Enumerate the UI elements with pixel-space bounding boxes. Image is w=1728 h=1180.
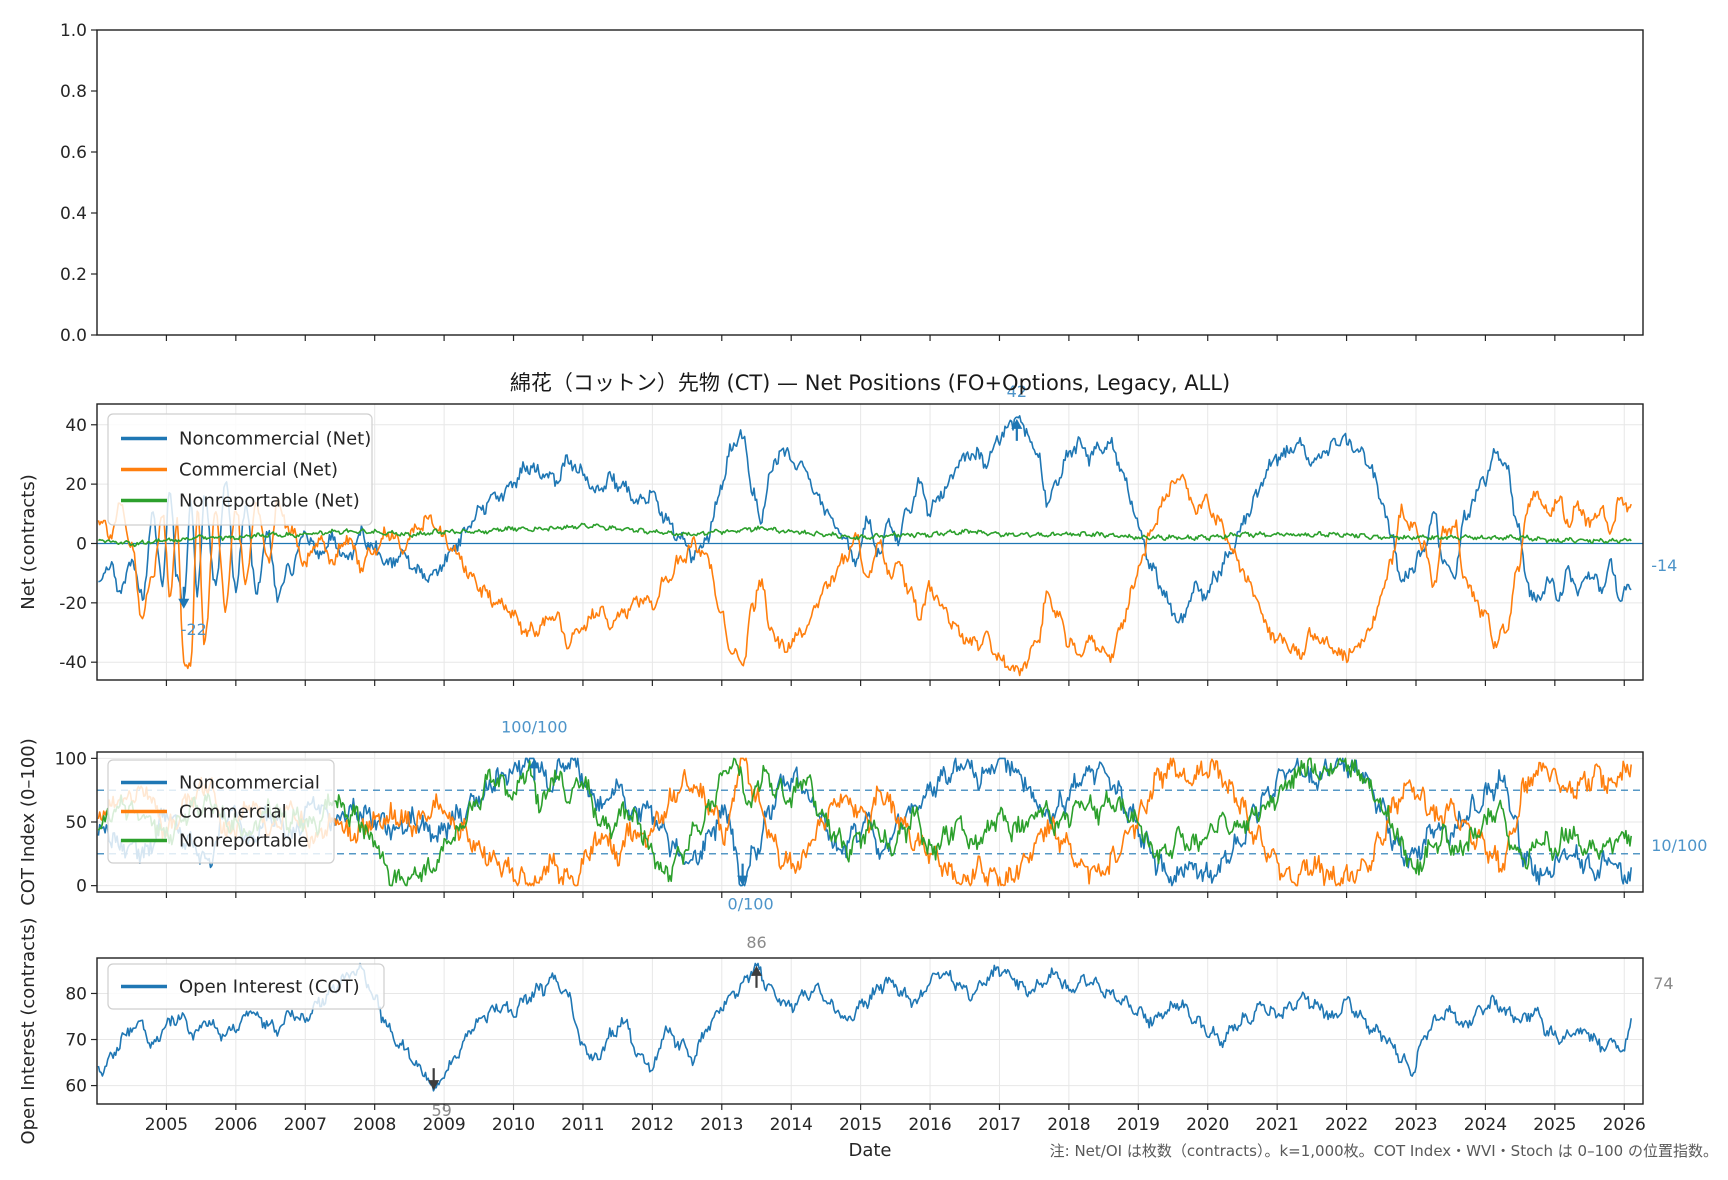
y-axis-title-net: Net (contracts): [18, 474, 39, 610]
legend-label-noncommercial-net: Noncommercial (Net): [179, 429, 371, 450]
series-line-nonreportable-net: [97, 522, 1632, 548]
x-tick-label: 2006: [214, 1115, 257, 1135]
x-tick-label: 2021: [1256, 1115, 1299, 1135]
x-tick-label: 2010: [492, 1115, 535, 1135]
annotation-label: 86: [746, 933, 766, 952]
annotation-86: 86: [746, 933, 767, 988]
panel-border: [96, 751, 1644, 893]
y-tick-label: 40: [65, 416, 87, 436]
legend-box: [107, 963, 385, 1010]
legend: Open Interest (COT): [107, 963, 385, 1010]
annotation-74: 74: [1653, 974, 1673, 993]
y-tick-label: 100: [55, 749, 87, 769]
chart-title: 綿花（コットン）先物 (CT) — Net Positions (FO+Opti…: [510, 371, 1230, 395]
legend-label-commercial-net: Commercial (Net): [179, 460, 338, 481]
annotation-42: 42: [1007, 382, 1027, 441]
arrow-up-icon: [528, 758, 540, 769]
annotation-59: 59: [428, 1068, 452, 1120]
legend: Noncommercial (Net) Commercial (Net) Nonre…: [107, 413, 373, 526]
annotation-label: 59: [432, 1101, 452, 1120]
y-tick-label: 60: [65, 1077, 87, 1097]
annotation-label: 100/100: [501, 717, 567, 736]
x-tick-label: 2012: [631, 1115, 674, 1135]
y-tick-label: 0.6: [60, 143, 87, 163]
legend-label-noncommercial: Noncommercial: [179, 773, 320, 794]
x-tick-label: 2013: [700, 1115, 743, 1135]
x-tick-label: 2005: [145, 1115, 188, 1135]
arrow-down-icon: [178, 598, 190, 609]
panel-cot-index: 100 50 0 Noncommercial Commercial Nonreportab…: [55, 717, 1708, 913]
annotation-10-100: 10/100: [1651, 836, 1707, 855]
x-tick-label: 2016: [908, 1115, 951, 1135]
series-line-commercial: [97, 757, 1632, 887]
x-tick-label: 2009: [422, 1115, 465, 1135]
x-tick-label: 2019: [1117, 1115, 1160, 1135]
legend-label-commercial: Commercial: [179, 802, 287, 823]
y-tick-label: 0.2: [60, 265, 87, 285]
annotation-label: -14: [1651, 556, 1677, 575]
x-tick-label: 2015: [839, 1115, 882, 1135]
x-tick-label: 2025: [1533, 1115, 1576, 1135]
x-tick-label: 2024: [1464, 1115, 1507, 1135]
x-tick-label: 2020: [1186, 1115, 1229, 1135]
annotation-100-100: 100/100: [501, 717, 568, 781]
series-line-nonreportable: [97, 757, 1632, 887]
x-tick-label: 2023: [1394, 1115, 1437, 1135]
x-tick-label: 2007: [284, 1115, 327, 1135]
footnote: 注: Net/OI は枚数（contracts）。k=1,000枚。COT In…: [1050, 1142, 1718, 1160]
y-axis-title-cot-index: COT Index (0–100): [18, 738, 39, 906]
x-tick-label: 2026: [1603, 1115, 1646, 1135]
legend-label-open-interest-cot: Open Interest (COT): [179, 977, 360, 998]
y-tick-label: 0.4: [60, 204, 87, 224]
y-tick-label: 0.8: [60, 82, 87, 102]
arrow-down-icon: [737, 875, 749, 886]
y-tick-label: 20: [65, 475, 87, 495]
annotation-label: 0/100: [728, 895, 774, 914]
legend: Noncommercial Commercial Nonreportable: [107, 759, 335, 864]
x-tick-label: 2018: [1047, 1115, 1090, 1135]
y-tick-label: 0: [76, 877, 87, 897]
y-tick-label: 70: [65, 1031, 87, 1051]
y-tick-label: 0.0: [60, 326, 87, 346]
series-line-commercial-net: [97, 473, 1632, 677]
arrow-up-icon: [1011, 418, 1023, 429]
y-tick-label: -40: [59, 653, 87, 673]
panel-placeholder: 1.0 0.8 0.6 0.4 0.2 0.0: [60, 21, 1644, 346]
arrow-down-icon: [428, 1080, 440, 1091]
legend-label-nonreportable: Nonreportable: [179, 831, 308, 852]
annotation-label: 10/100: [1651, 836, 1707, 855]
x-axis-title: Date: [848, 1140, 891, 1161]
panel-net-positions: 40 20 0 -20 -40 Noncommercial (Net) Commercial…: [59, 382, 1677, 686]
legend-label-nonreportable-net: Nonreportable (Net): [179, 491, 360, 512]
annotation-label: 42: [1007, 382, 1027, 401]
annotation-14: -14: [1651, 556, 1677, 575]
y-axis-title-open-interest: Open Interest (contracts): [18, 917, 39, 1144]
x-tick-label: 2011: [561, 1115, 604, 1135]
legend-box: [107, 759, 335, 864]
panel-border: [96, 957, 1644, 1105]
y-tick-label: 80: [65, 984, 87, 1004]
panel-border: [96, 403, 1644, 681]
series-line-noncommercial: [97, 757, 1632, 887]
series-line-noncommercial-net: [98, 415, 1632, 624]
annotation-label: -22: [181, 620, 207, 639]
plot-panels: 1.0 0.8 0.6 0.4 0.2 0.0 40 20 0 -20 -40 Noncommerci…: [55, 21, 1708, 1135]
y-tick-label: 0: [76, 534, 87, 554]
annotation-0-100: 0/100: [728, 863, 774, 914]
y-tick-label: 1.0: [60, 21, 87, 41]
annotation-22: -22: [178, 586, 207, 639]
annotation-label: 74: [1653, 974, 1673, 993]
x-tick-label: 2008: [353, 1115, 396, 1135]
arrow-up-icon: [750, 965, 762, 976]
y-tick-label: -20: [59, 594, 87, 614]
legend-box: [107, 413, 373, 526]
x-tick-label: 2022: [1325, 1115, 1368, 1135]
panel-border: [96, 29, 1644, 336]
x-tick-label: 2017: [978, 1115, 1021, 1135]
x-tick-label: 2014: [770, 1115, 813, 1135]
panel-open-interest: 80 70 60 2005 2006 2007 2008 2009 2010 2011 2012 20…: [65, 933, 1673, 1135]
y-tick-label: 50: [65, 813, 87, 833]
